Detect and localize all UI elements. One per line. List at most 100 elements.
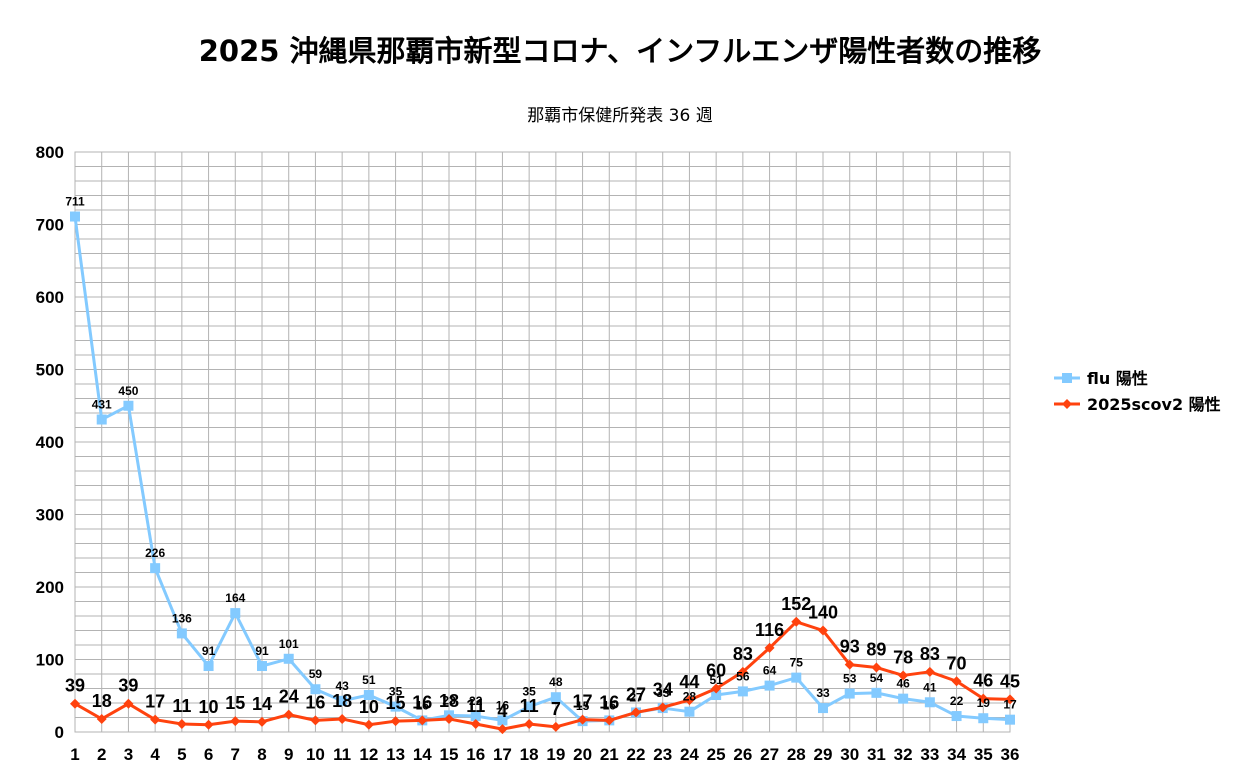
- covid-point: [417, 715, 428, 726]
- x-tick-label: 36: [1001, 745, 1020, 764]
- series-layer: [70, 211, 1015, 735]
- covid-point: [898, 670, 909, 681]
- covid-data-label: 70: [947, 653, 967, 673]
- legend-label: 2025scov2 陽性: [1087, 395, 1221, 414]
- flu-point: [230, 608, 241, 619]
- flu-point: [390, 701, 401, 712]
- flu-data-label: 51: [709, 673, 723, 687]
- covid-point: [657, 702, 668, 713]
- covid-point: [764, 642, 775, 653]
- flu-data-label: 28: [683, 690, 697, 704]
- x-tick-label: 23: [653, 745, 672, 764]
- covid-data-label: 11: [520, 696, 539, 716]
- flu-data-label: 27: [629, 690, 643, 704]
- x-tick-label: 24: [680, 745, 699, 764]
- flu-data-label: 15: [576, 699, 590, 713]
- y-tick-label: 700: [36, 216, 64, 235]
- flu-data-label: 41: [923, 680, 937, 694]
- covid-point: [176, 719, 187, 730]
- flu-data-label: 16: [496, 698, 510, 712]
- covid-point: [711, 683, 722, 694]
- flu-point: [871, 687, 882, 698]
- y-tick-label: 500: [36, 361, 64, 380]
- flu-data-label: 43: [335, 679, 349, 693]
- covid-point: [257, 716, 267, 727]
- flu-data-label: 35: [522, 685, 536, 699]
- covid-data-label: 27: [626, 684, 646, 704]
- x-tick-label: 10: [306, 745, 325, 764]
- covid-point: [550, 721, 561, 732]
- flu-data-label: 22: [950, 694, 964, 708]
- covid-point: [978, 693, 989, 704]
- covid-point: [844, 659, 855, 670]
- x-tick-label: 28: [787, 745, 806, 764]
- x-tick-label: 19: [546, 745, 565, 764]
- flu-point: [844, 688, 855, 699]
- covid-point: [497, 724, 508, 735]
- x-tick-label: 1: [70, 745, 79, 764]
- x-tick-label: 9: [284, 745, 293, 764]
- covid-data-label: 11: [466, 696, 485, 716]
- covid-point: [737, 666, 748, 677]
- x-tick-label: 8: [257, 745, 266, 764]
- covid-data-label: 11: [172, 696, 191, 716]
- x-tick-label: 7: [231, 745, 240, 764]
- covid-data-label: 44: [679, 672, 699, 692]
- flu-point: [978, 713, 989, 724]
- flu-point: [257, 661, 267, 672]
- covid-point: [444, 713, 454, 724]
- covid-data-label: 16: [599, 692, 619, 712]
- flu-data-label: 136: [172, 611, 192, 625]
- x-tick-label: 17: [493, 745, 512, 764]
- x-tick-label: 11: [333, 745, 351, 764]
- covid-point: [70, 698, 80, 709]
- x-tick-label: 25: [707, 745, 726, 764]
- y-tick-label: 0: [55, 723, 64, 742]
- covid-data-label: 7: [551, 699, 561, 719]
- flu-data-label: 450: [118, 384, 138, 398]
- flu-point: [470, 711, 481, 722]
- covid-point: [230, 716, 241, 727]
- flu-data-label: 16: [603, 698, 617, 712]
- x-tick-label: 31: [867, 745, 886, 764]
- flu-data-label: 56: [736, 669, 750, 683]
- flu-point: [924, 697, 935, 708]
- covid-data-label: 15: [386, 693, 406, 713]
- covid-data-label: 16: [305, 692, 325, 712]
- y-tick-label: 800: [36, 143, 64, 162]
- flu-data-label: 23: [442, 693, 456, 707]
- x-tick-label: 26: [733, 745, 752, 764]
- flu-point: [737, 686, 748, 697]
- legend-square-marker: [1062, 373, 1072, 383]
- chart-title: 2025 沖縄県那覇市新型コロナ、インフルエンザ陽性者数の推移: [198, 34, 1042, 68]
- covid-point: [390, 716, 401, 727]
- x-tick-label: 15: [440, 745, 459, 764]
- y-tick-label: 400: [36, 433, 64, 452]
- flu-data-label: 53: [843, 672, 857, 686]
- y-tick-label: 300: [36, 506, 64, 525]
- covid-data-label: 60: [706, 661, 726, 681]
- covid-point: [203, 719, 214, 730]
- flu-point: [497, 715, 508, 726]
- covid-data-label: 17: [573, 692, 593, 712]
- covid-point: [631, 707, 641, 718]
- flu-point: [550, 692, 561, 703]
- x-tick-label: 6: [204, 745, 213, 764]
- flu-point: [96, 414, 107, 425]
- flu-point: [123, 400, 134, 411]
- x-tick-label: 34: [947, 745, 966, 764]
- flu-point: [684, 706, 695, 717]
- x-tick-label: 16: [466, 745, 485, 764]
- flu-data-label: 64: [763, 664, 777, 678]
- covid-data-label: 39: [65, 676, 85, 696]
- covid-data-label: 39: [118, 676, 138, 696]
- covid-point: [150, 714, 161, 725]
- flu-point: [283, 653, 294, 664]
- covid-data-label: 83: [733, 644, 753, 664]
- plot-border: [74, 151, 1011, 733]
- covid-point: [924, 666, 935, 677]
- flu-point: [203, 661, 214, 672]
- legend-diamond-marker: [1062, 399, 1072, 409]
- covid-point: [363, 719, 374, 730]
